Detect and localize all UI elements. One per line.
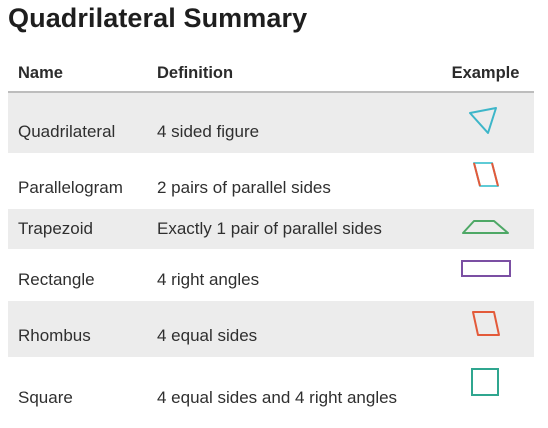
rhombus-icon [471, 311, 500, 336]
row-name-cell: Quadrilateral [8, 91, 147, 153]
row-definition: 4 equal sides [157, 326, 258, 345]
parallelogram-icon [472, 162, 499, 187]
row-name-cell: Rhombus [8, 301, 147, 357]
row-example-cell [437, 153, 534, 209]
header-example: Example [437, 56, 534, 93]
row-name: Trapezoid [18, 219, 93, 238]
row-definition-cell: Exactly 1 pair of parallel sides [147, 209, 437, 249]
row-definition-cell: 2 pairs of parallel sides [147, 153, 437, 209]
rectangle-icon [460, 260, 511, 277]
row-name-cell: Trapezoid [8, 209, 147, 249]
row-name-cell: Rectangle [8, 249, 147, 301]
row-definition: 4 equal sides and 4 right angles [157, 388, 398, 407]
row-definition-cell: 4 sided figure [147, 91, 437, 153]
row-example-cell [437, 301, 534, 357]
row-definition-cell: 4 equal sides [147, 301, 437, 357]
table-header-row: Name Definition Example [8, 56, 534, 93]
parallelogram-edge-left [472, 162, 481, 187]
table-row: Parallelogram 2 pairs of parallel sides [8, 153, 534, 209]
quadrilateral-table: Name Definition Example Quadrilateral 4 … [8, 56, 534, 419]
trapezoid-icon [461, 220, 509, 234]
square-icon [470, 368, 499, 396]
row-name: Rectangle [18, 270, 95, 289]
table-row: Square 4 equal sides and 4 right angles [8, 357, 534, 419]
kite-shape [468, 107, 497, 134]
row-name: Rhombus [18, 326, 91, 345]
trapezoid-shape [461, 220, 509, 234]
row-name-cell: Parallelogram [8, 153, 147, 209]
table-row: Rhombus 4 equal sides [8, 301, 534, 357]
table-row: Rectangle 4 right angles [8, 249, 534, 301]
row-name-cell: Square [8, 357, 147, 419]
header-name: Name [8, 56, 147, 93]
row-example-cell [437, 91, 534, 153]
row-definition: 4 right angles [157, 270, 260, 289]
row-definition-cell: 4 equal sides and 4 right angles [147, 357, 437, 419]
row-definition: 4 sided figure [157, 122, 260, 141]
row-example-cell [437, 209, 534, 249]
row-definition: 2 pairs of parallel sides [157, 178, 331, 197]
rectangle-shape [460, 260, 511, 277]
row-definition: Exactly 1 pair of parallel sides [157, 219, 382, 238]
kite-icon [468, 107, 497, 134]
row-example-cell [437, 249, 534, 301]
page-title: Quadrilateral Summary [8, 3, 308, 33]
table-row: Trapezoid Exactly 1 pair of parallel sid… [8, 209, 534, 249]
parallelogram-edge-right [490, 162, 499, 187]
row-example-cell [437, 357, 534, 419]
row-name: Square [18, 388, 73, 407]
row-name: Quadrilateral [18, 122, 116, 141]
row-name: Parallelogram [18, 178, 123, 197]
table-row: Quadrilateral 4 sided figure [8, 91, 534, 153]
header-definition: Definition [147, 56, 437, 93]
square-shape [470, 368, 499, 396]
rhombus-shape [471, 311, 500, 336]
row-definition-cell: 4 right angles [147, 249, 437, 301]
